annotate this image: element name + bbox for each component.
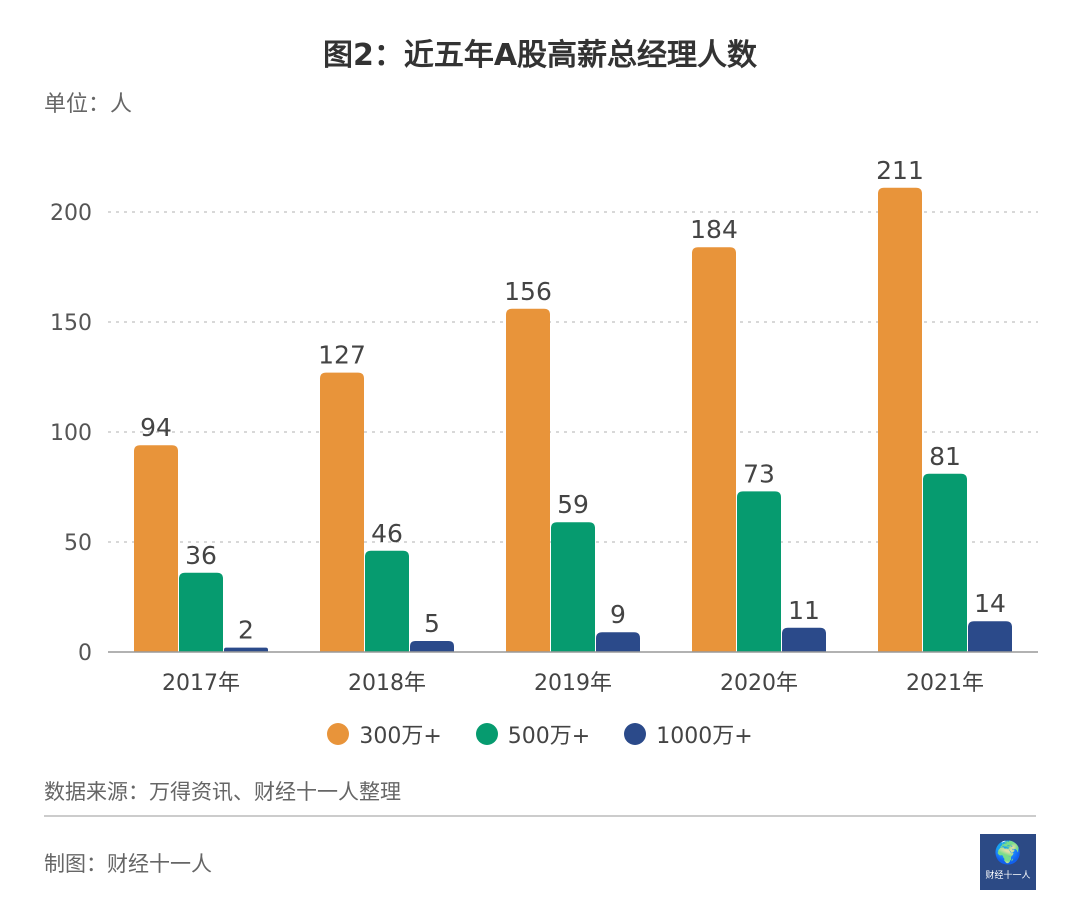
x-tick-label: 2017年 bbox=[162, 671, 240, 696]
x-tick-label: 2018年 bbox=[348, 671, 426, 696]
data-label: 36 bbox=[185, 541, 217, 570]
bar-1000万+ bbox=[782, 627, 826, 652]
data-label: 11 bbox=[788, 596, 820, 625]
divider bbox=[44, 815, 1036, 817]
chart-maker: 制图：财经十一人 bbox=[44, 852, 212, 876]
bar-500万+ bbox=[737, 491, 781, 652]
legend-dot-1000 bbox=[624, 723, 647, 745]
y-tick-label: 0 bbox=[78, 641, 92, 666]
logo-text: 财经十一人 bbox=[985, 871, 1031, 881]
bar-300万+ bbox=[878, 187, 922, 653]
data-label: 156 bbox=[504, 277, 552, 306]
bar-1000万+ bbox=[596, 632, 640, 652]
bar-1000万+ bbox=[224, 647, 268, 652]
x-tick-label: 2021年 bbox=[906, 671, 984, 696]
data-label: 5 bbox=[424, 609, 440, 638]
legend-item-500: 500万+ bbox=[475, 718, 591, 750]
bar-500万+ bbox=[179, 572, 223, 652]
y-tick-label: 100 bbox=[50, 421, 92, 446]
data-label: 73 bbox=[743, 459, 775, 488]
data-label: 211 bbox=[876, 156, 924, 185]
data-label: 94 bbox=[140, 413, 172, 442]
bar-300万+ bbox=[506, 308, 550, 652]
bar-500万+ bbox=[923, 473, 967, 652]
brand-logo: 🌍 财经十一人 bbox=[980, 834, 1036, 890]
bar-500万+ bbox=[365, 550, 409, 652]
legend: 300万+ 500万+ 1000万+ bbox=[0, 718, 1080, 750]
globe-icon: 🌍 bbox=[994, 841, 1022, 866]
x-tick-label: 2019年 bbox=[534, 671, 612, 696]
chart-title: 图2：近五年A股高薪总经理人数 bbox=[322, 38, 758, 73]
legend-label-300: 300万+ bbox=[359, 724, 442, 749]
bar-300万+ bbox=[320, 372, 364, 652]
bar-300万+ bbox=[692, 247, 736, 652]
bar-300万+ bbox=[134, 445, 178, 652]
y-tick-label: 200 bbox=[50, 201, 92, 226]
legend-label-1000: 1000万+ bbox=[656, 724, 753, 749]
legend-item-300: 300万+ bbox=[327, 718, 442, 750]
unit-label: 单位：人 bbox=[44, 92, 133, 117]
data-label: 127 bbox=[318, 341, 366, 370]
data-label: 14 bbox=[974, 589, 1006, 618]
data-source: 数据来源：万得资讯、财经十一人整理 bbox=[44, 780, 401, 804]
bar-500万+ bbox=[551, 522, 595, 652]
data-label: 184 bbox=[690, 215, 738, 244]
legend-item-1000: 1000万+ bbox=[624, 718, 753, 750]
y-tick-label: 50 bbox=[64, 531, 92, 556]
bar-1000万+ bbox=[410, 641, 454, 652]
legend-dot-500 bbox=[475, 723, 498, 745]
data-label: 81 bbox=[929, 442, 961, 471]
data-label: 2 bbox=[238, 616, 254, 645]
legend-label-500: 500万+ bbox=[507, 724, 591, 749]
y-tick-label: 150 bbox=[50, 311, 92, 336]
bar-1000万+ bbox=[968, 621, 1012, 652]
data-label: 59 bbox=[557, 490, 589, 519]
data-label: 9 bbox=[610, 600, 626, 629]
legend-dot-300 bbox=[327, 723, 350, 745]
x-tick-label: 2020年 bbox=[720, 671, 798, 696]
data-label: 46 bbox=[371, 519, 403, 548]
